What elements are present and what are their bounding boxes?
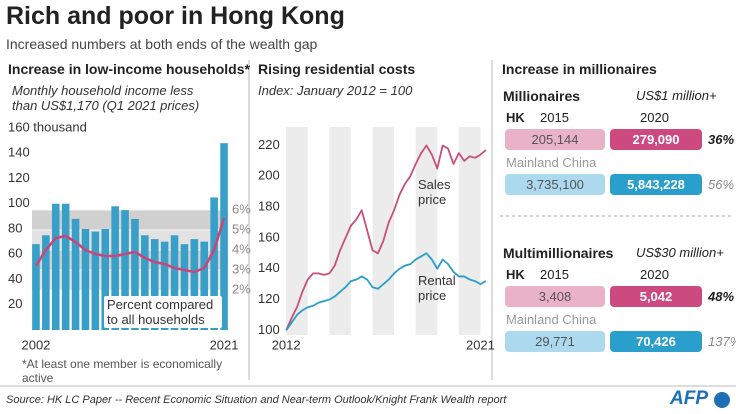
chart-subtitle: Index: January 2012 = 100 — [258, 83, 413, 98]
value-box: 205,144 — [505, 129, 605, 150]
line — [34, 217, 226, 274]
year-label: 2015 — [540, 267, 569, 282]
year-label: 2020 — [640, 267, 669, 282]
group-title: Millionaires — [503, 88, 581, 104]
year-label: 2015 — [540, 110, 569, 125]
value-box: 3,408 — [505, 286, 605, 307]
year-band — [329, 127, 351, 335]
y-tick-label: 80 — [8, 220, 22, 235]
y-tick-label: 200 — [258, 168, 280, 183]
title: Rich and poor in Hong Kong — [6, 2, 345, 30]
change-label: 137% — [708, 334, 736, 349]
panel-title: Increase in millionaires — [502, 61, 657, 77]
subtitle: Increased numbers at both ends of the we… — [6, 36, 318, 52]
y-tick-label: 160 — [258, 229, 280, 244]
footnote: *At least one member is economically act… — [22, 357, 223, 385]
line — [285, 252, 487, 331]
bar — [81, 229, 90, 330]
y2-tick-label: 5% — [232, 221, 251, 236]
bar — [141, 235, 149, 330]
chart-title: Increase in low-income households* — [8, 61, 250, 77]
bar — [101, 229, 110, 330]
grid-band — [32, 270, 228, 290]
bar — [200, 241, 209, 330]
bar — [131, 218, 139, 330]
bar — [111, 206, 119, 330]
bar — [71, 218, 80, 330]
change-label: 48% — [708, 289, 735, 304]
value-box: 70,426 — [610, 331, 702, 352]
y-tick-label: 120 — [8, 170, 30, 185]
change-label: 36% — [708, 132, 735, 147]
chart-title: Rising residential costs — [258, 61, 416, 77]
logo-mark — [714, 392, 730, 408]
series-label: Rental price — [418, 273, 456, 303]
x-tick-label: 2021 — [210, 337, 239, 352]
y-tick-label: 20 — [8, 296, 22, 311]
series-label: Percent compared to all households — [104, 296, 222, 328]
value-box: 5,843,228 — [610, 174, 702, 195]
group-threshold: US$30 million+ — [636, 245, 724, 260]
line — [285, 144, 487, 331]
logo: AFP — [670, 388, 708, 409]
y-tick-label: 100 — [258, 322, 280, 337]
y-tick-label: 140 — [8, 145, 30, 160]
y2-tick-label: 3% — [232, 261, 251, 276]
change-label: 56% — [708, 177, 735, 192]
year-band — [286, 127, 308, 335]
value-box: 5,042 — [610, 286, 702, 307]
grid-band — [32, 210, 228, 230]
bar — [210, 197, 218, 330]
value-box: 29,771 — [505, 331, 605, 352]
grid-band — [32, 250, 228, 270]
bar — [32, 244, 40, 330]
y-tick-label: 220 — [258, 137, 280, 152]
y2-tick-label: 2% — [232, 281, 251, 296]
y-tick-label: 60 — [8, 246, 22, 261]
group-threshold: US$1 million+ — [636, 88, 717, 103]
y-tick-label: 160 thousand — [8, 119, 87, 134]
bar — [61, 203, 70, 330]
bar — [180, 244, 189, 330]
bar — [121, 210, 129, 330]
y-tick-label: 100 — [8, 195, 30, 210]
year-band — [415, 127, 438, 335]
source: Source: HK LC Paper -- Recent Economic S… — [6, 394, 507, 406]
bar — [220, 143, 228, 330]
bar — [51, 203, 60, 330]
row-label: Mainland China — [506, 155, 597, 170]
bar — [190, 239, 199, 330]
x-tick-label: 2002 — [21, 337, 50, 352]
x-tick-label: 2012 — [272, 337, 301, 352]
chart-subtitle: Monthly household income less than US$1,… — [12, 83, 200, 113]
row-label: HK — [506, 267, 525, 282]
year-label: 2020 — [640, 110, 669, 125]
y-tick-label: 140 — [258, 260, 280, 275]
year-band — [458, 127, 481, 335]
group-title: Multimillionaires — [503, 245, 614, 261]
y2-tick-label: 4% — [232, 241, 251, 256]
bar — [170, 235, 179, 330]
value-box: 279,090 — [610, 129, 702, 150]
grid-band — [32, 230, 228, 250]
y-tick-label: 40 — [8, 271, 22, 286]
bar — [42, 235, 50, 330]
bar — [160, 241, 169, 330]
y-tick-label: 180 — [258, 199, 280, 214]
bar — [150, 239, 159, 330]
series-label: Sales price — [418, 177, 451, 207]
bar — [91, 231, 100, 330]
row-label: Mainland China — [506, 312, 597, 327]
y2-tick-label: 6% — [232, 201, 251, 216]
row-label: HK — [506, 110, 525, 125]
y-tick-label: 120 — [258, 291, 280, 306]
value-box: 3,735,100 — [505, 174, 605, 195]
x-tick-label: 2021 — [466, 337, 495, 352]
year-band — [372, 127, 395, 335]
